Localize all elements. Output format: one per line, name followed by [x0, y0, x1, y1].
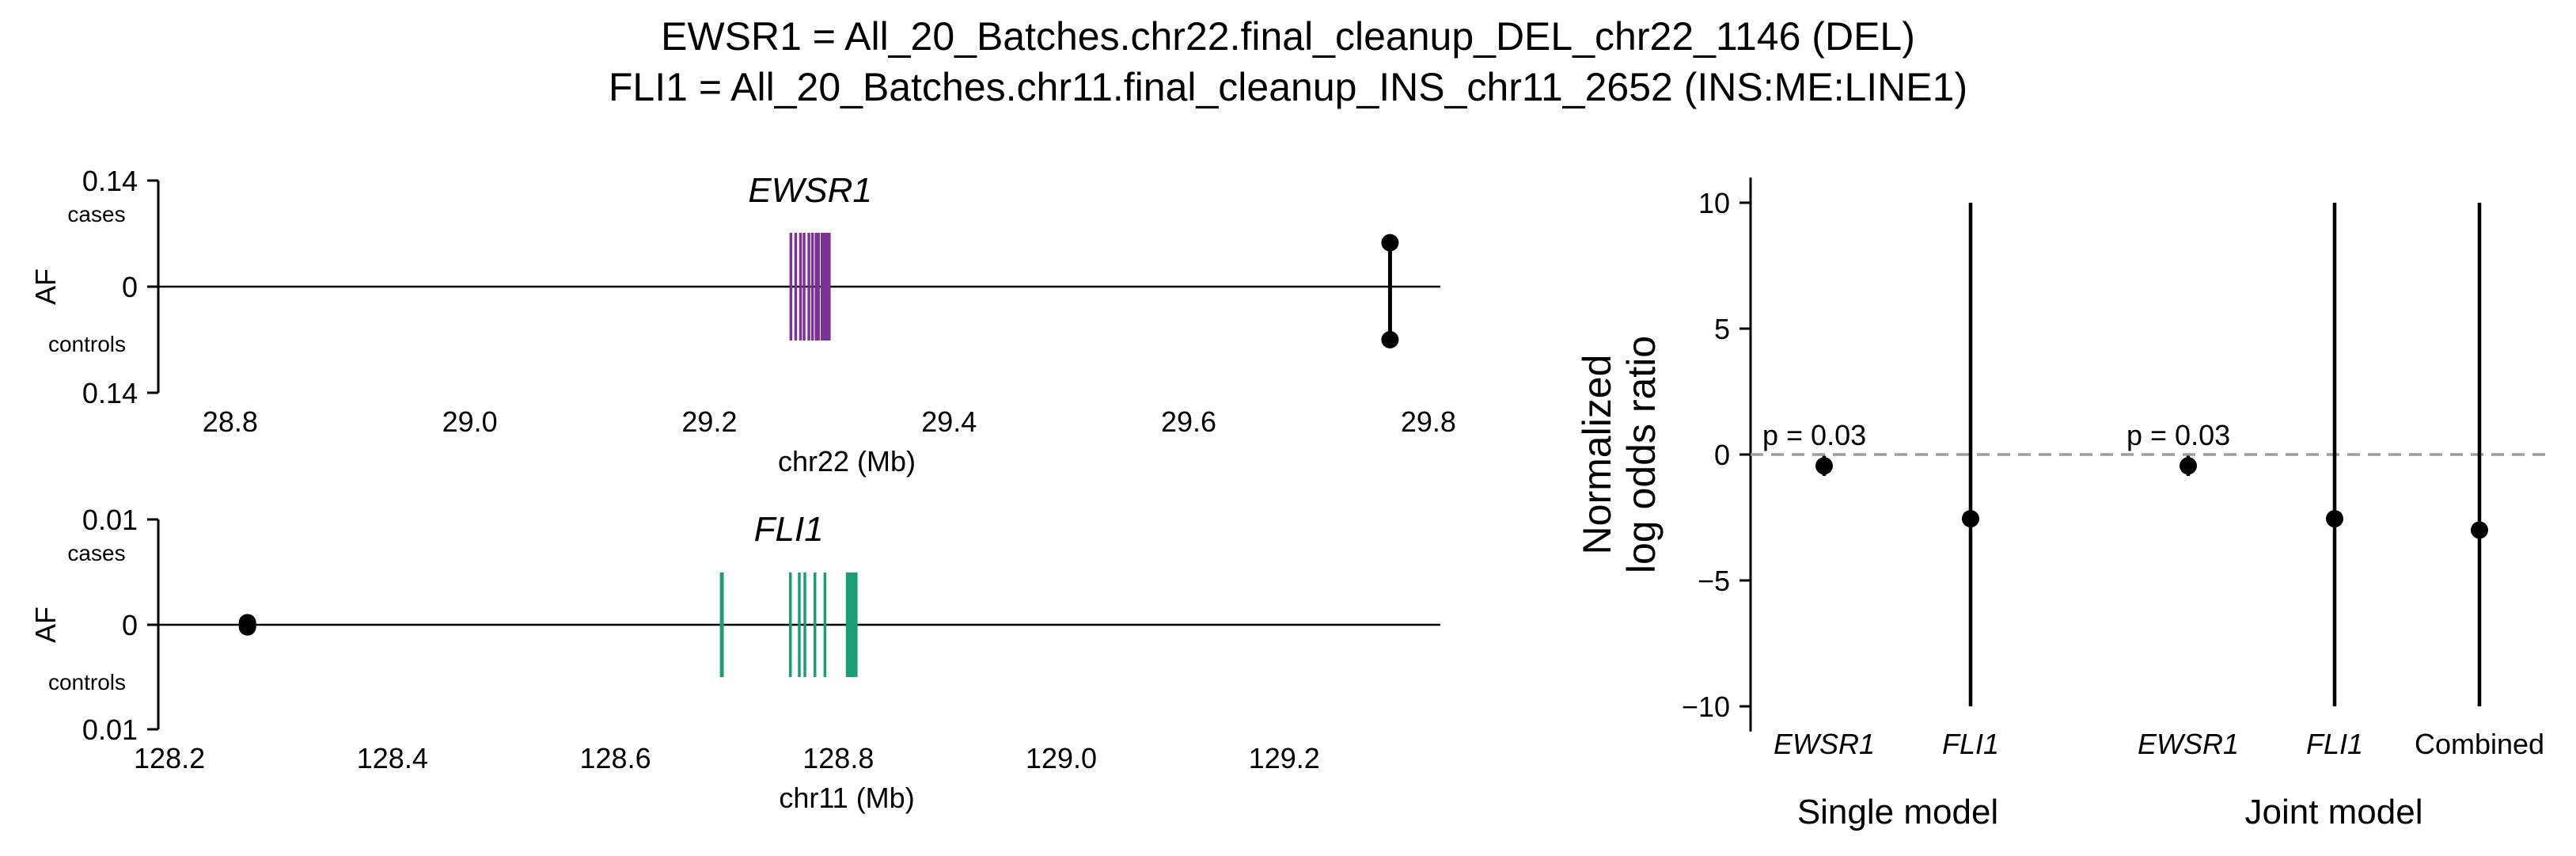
controls-label: controls	[48, 332, 126, 356]
x-tick-label: 29.2	[681, 405, 737, 438]
fli1-track: 0.01 0 0.01 cases controls AF 128.2 128.4 128.6 1…	[29, 504, 1440, 814]
x-tick-label: 29.4	[921, 405, 977, 438]
odds-ratio-panel: 10 5 0 −5 −10 Normalized log odds ratio EWSR1 p …	[1575, 177, 2552, 831]
x-tick-label: 129.2	[1249, 742, 1320, 774]
x-category-label: FLI1	[1942, 728, 1999, 760]
estimate-point	[2471, 521, 2488, 539]
x-tick-label: 29.8	[1401, 405, 1456, 438]
p-value-annotation: p = 0.03	[1762, 419, 1866, 451]
ewsr1-track: 0.14 0 0.14 cases controls AF 28.8 29.0 29.2 29.4…	[29, 165, 1456, 477]
x-axis-label: chr22 (Mb)	[778, 445, 916, 477]
estimate-point	[1815, 457, 1833, 475]
x-tick-label: 128.2	[134, 742, 205, 774]
y-tick-label-zero: 0	[122, 609, 138, 641]
forest-y-tick-label: 10	[1698, 187, 1730, 219]
gene-name-label: EWSR1	[748, 171, 871, 210]
forest-y-tick-label: −10	[1682, 691, 1730, 723]
x-tick-label: 28.8	[203, 405, 258, 438]
variant-controls-point	[238, 618, 256, 636]
y-axis-label: AF	[29, 607, 62, 643]
forest-y-tick-label: 5	[1714, 313, 1730, 345]
x-category-label: Combined	[2415, 728, 2544, 760]
gene-name-label: FLI1	[754, 510, 824, 549]
x-category-label: EWSR1	[1774, 728, 1875, 760]
cases-label: cases	[67, 202, 125, 226]
forest-y-tick-label: 0	[1714, 439, 1730, 471]
title-line-2: FLI1 = All_20_Batches.chr11.final_cleanu…	[608, 65, 1968, 109]
x-category-label: EWSR1	[2138, 728, 2239, 760]
x-category-label: FLI1	[2306, 728, 2363, 760]
y-axis-label: AF	[29, 268, 62, 305]
forest-y-tick-label: −5	[1698, 565, 1730, 597]
y-tick-label-top: 0.01	[82, 504, 138, 536]
y-tick-label-top: 0.14	[82, 165, 138, 197]
cases-label: cases	[67, 541, 125, 565]
variant-controls-point	[1381, 331, 1399, 348]
p-value-annotation: p = 0.03	[2126, 419, 2230, 451]
estimate-point	[2180, 457, 2197, 475]
controls-label: controls	[48, 670, 126, 694]
x-tick-label: 129.0	[1026, 742, 1097, 774]
x-tick-label: 29.6	[1161, 405, 1216, 438]
estimate-point	[1962, 510, 1979, 528]
variant-cases-point	[1381, 234, 1399, 252]
y-tick-label-bottom: 0.01	[82, 713, 138, 746]
figure-title: EWSR1 = All_20_Batches.chr22.final_clean…	[0, 11, 2576, 112]
y-tick-label-zero: 0	[122, 271, 138, 303]
x-tick-label: 128.6	[580, 742, 651, 774]
y-tick-label-bottom: 0.14	[82, 377, 138, 409]
x-tick-label: 128.8	[802, 742, 874, 774]
title-line-1: EWSR1 = All_20_Batches.chr22.final_clean…	[661, 14, 1915, 59]
x-axis-label: chr11 (Mb)	[779, 782, 914, 814]
x-tick-label: 128.4	[357, 742, 428, 774]
forest-y-label-line-1: Normalized	[1575, 355, 1619, 555]
model-group-label: Joint model	[2244, 793, 2422, 831]
estimate-point	[2326, 510, 2343, 528]
x-tick-label: 29.0	[442, 405, 498, 438]
model-group-label: Single model	[1797, 793, 1998, 831]
forest-y-label-line-2: log odds ratio	[1619, 336, 1664, 573]
